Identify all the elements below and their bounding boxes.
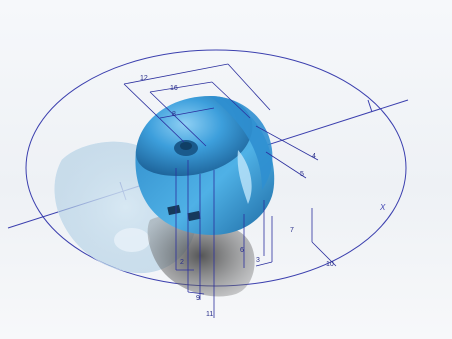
part-bevel [210, 96, 273, 190]
slot-2 [187, 210, 201, 222]
axis-label: X [379, 203, 386, 212]
slot-1 [167, 204, 181, 216]
cad-part[interactable] [135, 96, 275, 235]
dim-label-2[interactable]: 16 [170, 85, 178, 92]
dimension-lines[interactable] [123, 63, 337, 318]
dim-label-12[interactable]: 10 [326, 261, 334, 268]
axis-tick-right [367, 99, 373, 113]
dim-label-6[interactable]: 7 [290, 227, 294, 234]
dim-label-1[interactable]: 12 [140, 75, 148, 82]
dim-label-8[interactable]: 6 [240, 247, 244, 254]
dim-label-9[interactable]: 2 [180, 259, 184, 266]
dimension-labels: 12 16 8 4 5 7 3 6 2 9 11 10 X [140, 75, 386, 318]
dim-label-4[interactable]: 4 [312, 153, 316, 160]
dim-label-10[interactable]: 9 [196, 295, 200, 302]
center-hole-inner [180, 142, 192, 150]
dim-label-3[interactable]: 8 [172, 111, 176, 118]
part-highlight [237, 150, 252, 204]
dim-label-11[interactable]: 11 [206, 311, 213, 318]
dim-label-7[interactable]: 3 [256, 257, 260, 264]
dim-label-5[interactable]: 5 [300, 171, 304, 178]
part-top-face[interactable] [135, 96, 253, 176]
part-shadow [147, 214, 255, 297]
